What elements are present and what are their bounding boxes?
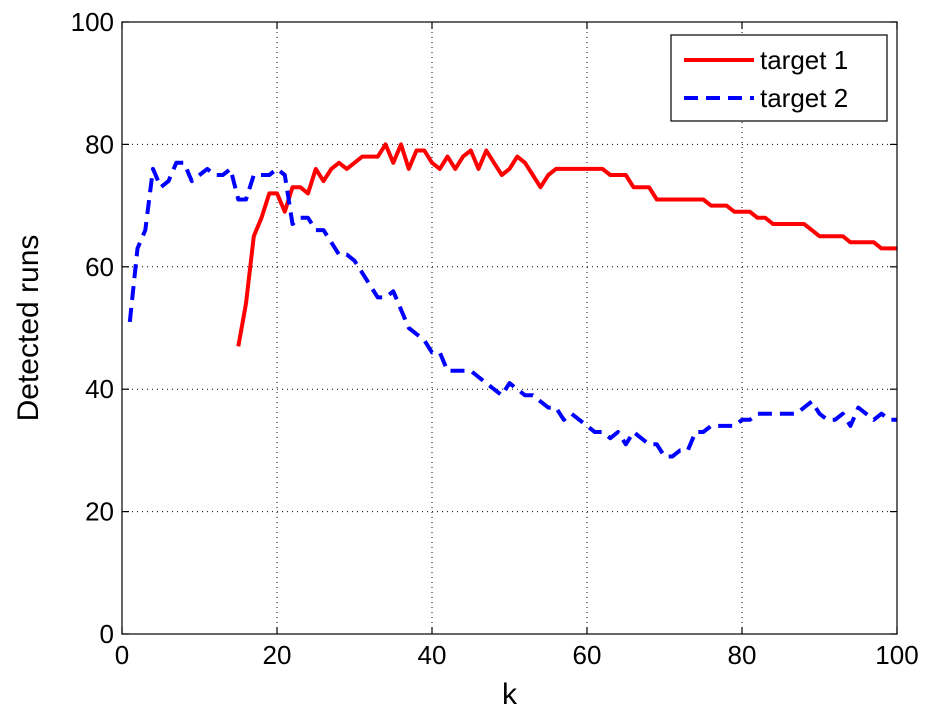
tick-labels: 0 20 40 60 80 100 0 20 40 60 80 100 bbox=[71, 7, 919, 670]
series-line-target-2 bbox=[127, 160, 897, 459]
x-tick-label: 60 bbox=[573, 640, 602, 670]
ticks bbox=[121, 21, 898, 635]
y-tick-label: 0 bbox=[100, 619, 114, 649]
x-tick-label: 40 bbox=[418, 640, 447, 670]
y-tick-label: 40 bbox=[85, 374, 114, 404]
legend-box bbox=[670, 34, 888, 122]
series-line-target-1 bbox=[236, 142, 897, 347]
legend-label-target-1: target 1 bbox=[760, 45, 848, 75]
legend: target 1 target 2 bbox=[670, 34, 888, 122]
y-tick-label: 100 bbox=[71, 7, 114, 37]
x-tick-label: 80 bbox=[728, 640, 757, 670]
grid bbox=[122, 22, 897, 634]
y-tick-label: 20 bbox=[85, 497, 114, 527]
y-axis-label: Detected runs bbox=[12, 235, 45, 422]
x-tick-label: 100 bbox=[875, 640, 918, 670]
plot-background bbox=[122, 22, 897, 634]
x-tick-label: 20 bbox=[263, 640, 292, 670]
legend-label-target-2: target 2 bbox=[760, 83, 848, 113]
y-tick-label: 80 bbox=[85, 129, 114, 159]
series-layer bbox=[127, 142, 897, 459]
x-tick-label: 0 bbox=[115, 640, 129, 670]
y-tick-label: 60 bbox=[85, 252, 114, 282]
plot-frame bbox=[121, 21, 898, 635]
x-axis-label: k bbox=[502, 678, 518, 711]
